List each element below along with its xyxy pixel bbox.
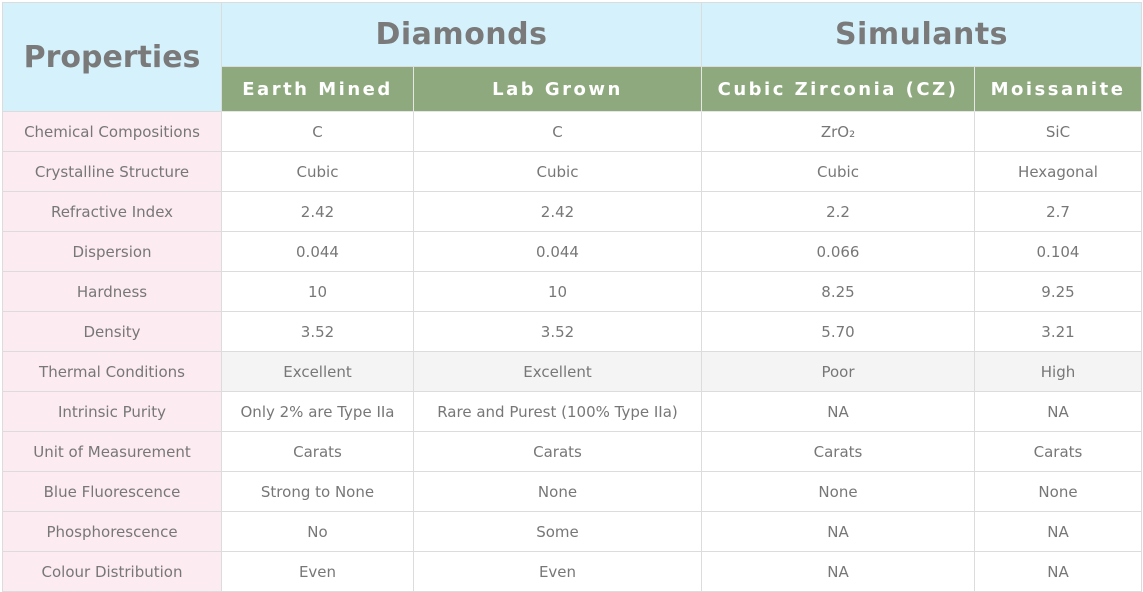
table-cell: SiC xyxy=(974,111,1142,152)
table-cell: NA xyxy=(974,391,1142,432)
properties-header: Properties xyxy=(2,2,222,112)
property-label: Hardness xyxy=(2,271,222,312)
table-cell: 8.25 xyxy=(701,271,975,312)
property-label: Refractive Index xyxy=(2,191,222,232)
table-cell: 3.52 xyxy=(413,311,702,352)
table-row: Dispersion 0.044 0.044 0.066 0.104 xyxy=(2,231,1142,272)
table-cell: Hexagonal xyxy=(974,151,1142,192)
table-cell: Some xyxy=(413,511,702,552)
diamonds-group-header: Diamonds xyxy=(221,2,702,67)
simulants-group-header: Simulants xyxy=(701,2,1142,67)
table-cell: Cubic xyxy=(221,151,414,192)
property-label: Blue Fluorescence xyxy=(2,471,222,512)
table-body: Chemical Compositions C C ZrO₂ SiC Crystallin… xyxy=(2,111,1142,592)
table-row: Unit of Measurement Carats Carats Carats Car… xyxy=(2,431,1142,472)
table-row: Intrinsic Purity Only 2% are Type IIa Rare… xyxy=(2,391,1142,432)
property-label: Unit of Measurement xyxy=(2,431,222,472)
column-header-lab-grown: Lab Grown xyxy=(413,66,702,112)
table-cell: C xyxy=(221,111,414,152)
table-cell: Even xyxy=(221,551,414,592)
property-label: Dispersion xyxy=(2,231,222,272)
table-cell: None xyxy=(701,471,975,512)
property-label: Intrinsic Purity xyxy=(2,391,222,432)
table-cell: Even xyxy=(413,551,702,592)
table-cell: 3.21 xyxy=(974,311,1142,352)
table-cell: 0.044 xyxy=(221,231,414,272)
column-header-moissanite: Moissanite xyxy=(974,66,1142,112)
property-label: Crystalline Structure xyxy=(2,151,222,192)
table-cell: 0.104 xyxy=(974,231,1142,272)
table-row: Colour Distribution Even Even NA NA xyxy=(2,551,1142,592)
table-cell: High xyxy=(974,351,1142,392)
column-header-earth-mined: Earth Mined xyxy=(221,66,414,112)
table-cell: None xyxy=(413,471,702,512)
table-cell: Poor xyxy=(701,351,975,392)
table-row: Thermal Conditions Excellent Excellent Poor… xyxy=(2,351,1142,392)
table-cell: Carats xyxy=(413,431,702,472)
table-cell: Cubic xyxy=(413,151,702,192)
table-cell: 2.42 xyxy=(221,191,414,232)
table-cell: Rare and Purest (100% Type IIa) xyxy=(413,391,702,432)
table-cell: ZrO₂ xyxy=(701,111,975,152)
table-cell: No xyxy=(221,511,414,552)
table-cell: Cubic xyxy=(701,151,975,192)
property-label: Density xyxy=(2,311,222,352)
table-cell: Only 2% are Type IIa xyxy=(221,391,414,432)
table-cell: 2.42 xyxy=(413,191,702,232)
table-row: Crystalline Structure Cubic Cubic Cubic Hexa… xyxy=(2,151,1142,192)
table-cell: 2.7 xyxy=(974,191,1142,232)
table-cell: C xyxy=(413,111,702,152)
property-label: Phosphorescence xyxy=(2,511,222,552)
table-cell: 10 xyxy=(221,271,414,312)
table-cell: 2.2 xyxy=(701,191,975,232)
table-cell: 0.044 xyxy=(413,231,702,272)
table-row: Density 3.52 3.52 5.70 3.21 xyxy=(2,311,1142,352)
property-label: Chemical Compositions xyxy=(2,111,222,152)
property-label: Thermal Conditions xyxy=(2,351,222,392)
table-cell: None xyxy=(974,471,1142,512)
table-row: Chemical Compositions C C ZrO₂ SiC xyxy=(2,111,1142,152)
table-cell: NA xyxy=(974,511,1142,552)
table-cell: 10 xyxy=(413,271,702,312)
table-cell: 3.52 xyxy=(221,311,414,352)
table-row: Refractive Index 2.42 2.42 2.2 2.7 xyxy=(2,191,1142,232)
table-cell: 5.70 xyxy=(701,311,975,352)
table-cell: Strong to None xyxy=(221,471,414,512)
table-cell: Excellent xyxy=(221,351,414,392)
table-row: Hardness 10 10 8.25 9.25 xyxy=(2,271,1142,312)
table-row: Blue Fluorescence Strong to None None None N… xyxy=(2,471,1142,512)
table-cell: NA xyxy=(974,551,1142,592)
table-cell: Carats xyxy=(701,431,975,472)
column-header-cubic-zirconia: Cubic Zirconia (CZ) xyxy=(701,66,975,112)
table-cell: Excellent xyxy=(413,351,702,392)
table-cell: NA xyxy=(701,551,975,592)
property-label: Colour Distribution xyxy=(2,551,222,592)
table-cell: Carats xyxy=(974,431,1142,472)
table-cell: Carats xyxy=(221,431,414,472)
table-cell: NA xyxy=(701,391,975,432)
table-cell: NA xyxy=(701,511,975,552)
table-cell: 0.066 xyxy=(701,231,975,272)
table-row: Phosphorescence No Some NA NA xyxy=(2,511,1142,552)
table-cell: 9.25 xyxy=(974,271,1142,312)
